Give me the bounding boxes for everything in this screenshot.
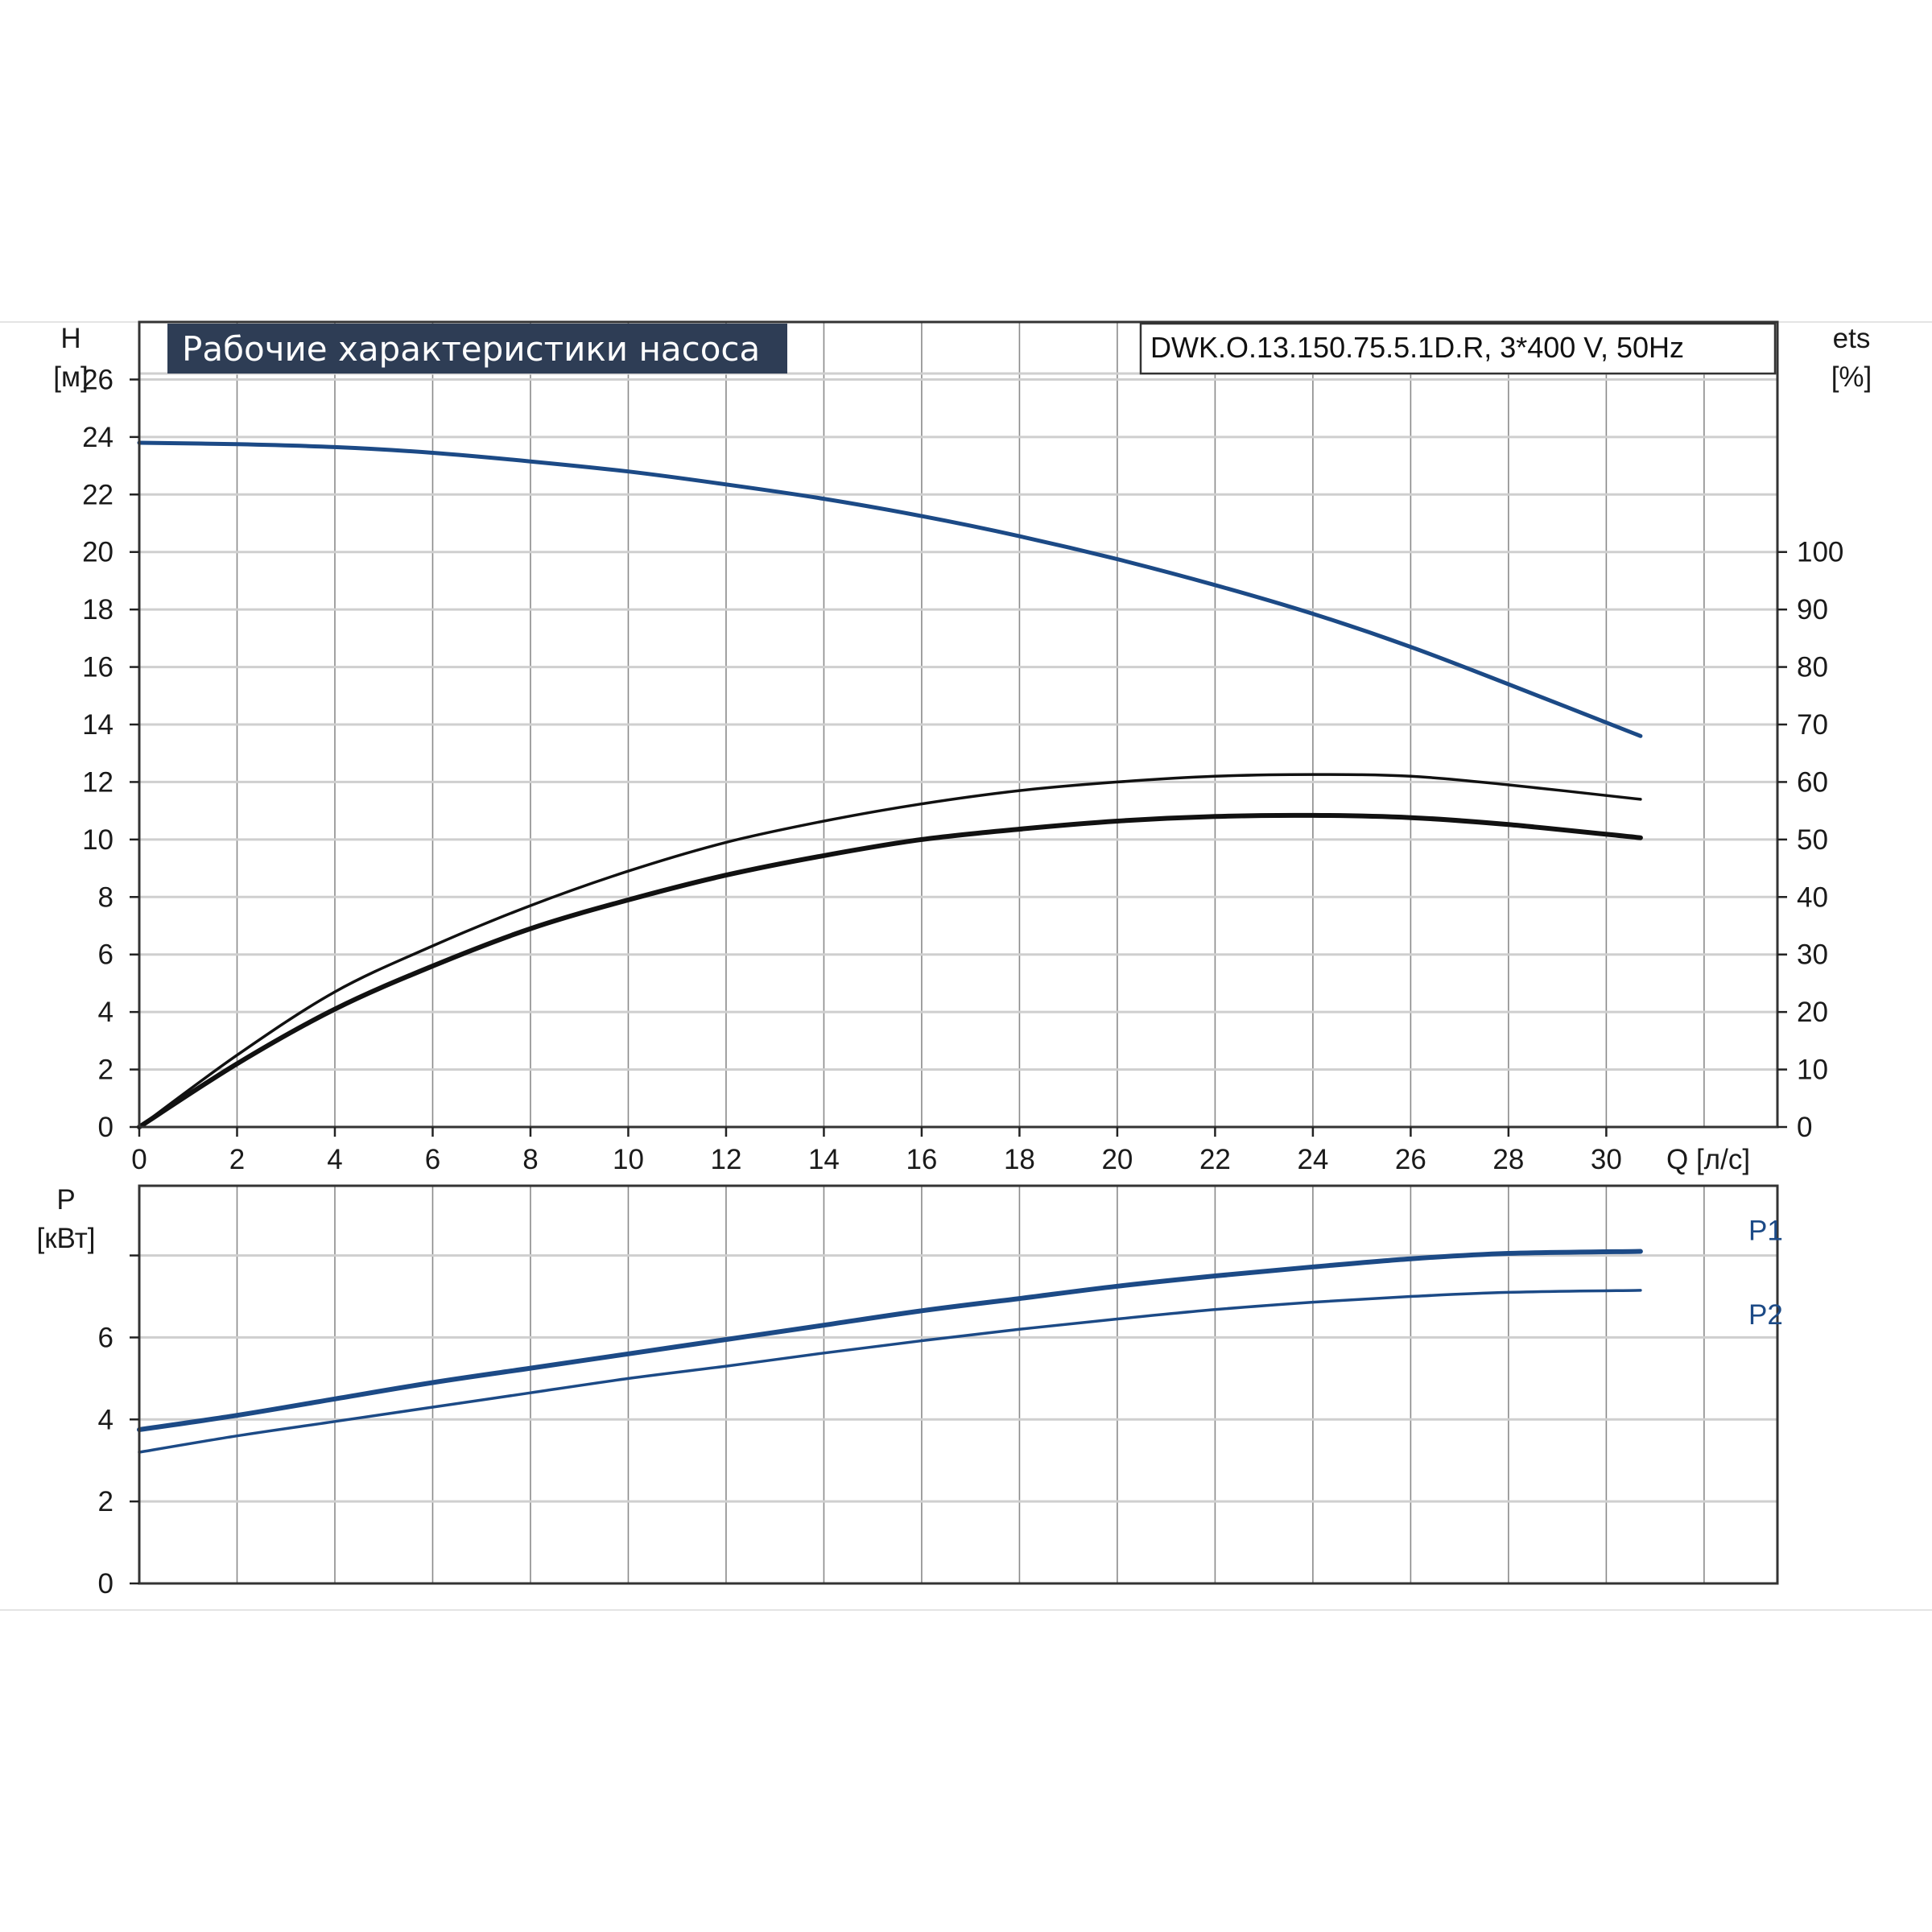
right-y-tick-label: 0 <box>1797 1112 1812 1143</box>
x-tick-label: 4 <box>327 1144 342 1175</box>
series-label-p1: P1 <box>1748 1215 1783 1246</box>
chart-title: Рабочие характеристики насоса <box>182 329 760 369</box>
lower-y-tick-label: 6 <box>98 1322 114 1353</box>
x-tick-label: 6 <box>425 1144 440 1175</box>
x-tick-label: 0 <box>131 1144 147 1175</box>
lower-y-axis-unit: [кВт] <box>37 1223 96 1254</box>
efficiency-curve-thick <box>137 812 1643 1129</box>
left-y-tick-label: 2 <box>98 1055 114 1086</box>
left-y-tick-label: 18 <box>82 594 114 625</box>
upper-grid <box>139 322 1777 1127</box>
left-y-tick-label: 10 <box>82 824 114 856</box>
x-tick-label: 30 <box>1591 1144 1622 1175</box>
model-label-box <box>1139 322 1777 375</box>
left-y-tick-label: 8 <box>98 881 114 913</box>
power-curve-p2 <box>138 1289 1642 1454</box>
x-tick-label: 20 <box>1101 1144 1133 1175</box>
lower-y-tick-label: 0 <box>98 1568 114 1600</box>
efficiency-curve-thin <box>138 773 1642 1129</box>
left-y-axis-unit: [м] <box>53 361 89 393</box>
x-tick-label: 8 <box>522 1144 538 1175</box>
x-tick-label: 10 <box>613 1144 644 1175</box>
lower-y-tick-label: 2 <box>98 1486 114 1517</box>
lower-plot-frame <box>138 1184 1779 1585</box>
left-y-axis-label: H <box>60 323 80 354</box>
x-tick-label: 18 <box>1004 1144 1035 1175</box>
x-tick-label: 12 <box>710 1144 741 1175</box>
x-axis-label: Q [л/с] <box>1666 1144 1750 1175</box>
right-y-tick-label: 40 <box>1797 881 1828 913</box>
left-y-tick-label: 12 <box>82 766 114 798</box>
right-y-tick-label: 60 <box>1797 766 1828 798</box>
x-tick-label: 24 <box>1297 1144 1328 1175</box>
upper-curves <box>137 440 1643 1129</box>
x-tick-label: 28 <box>1492 1144 1524 1175</box>
chart-title-background <box>167 324 787 374</box>
right-y-axis-unit: [%] <box>1831 361 1872 393</box>
left-y-tick-label: 26 <box>82 364 114 395</box>
left-y-tick-label: 22 <box>82 479 114 510</box>
axes-text: 0246810121416182022242601020304050607080… <box>37 323 1872 1600</box>
right-y-axis-label: ets <box>1833 323 1871 354</box>
right-y-tick-label: 50 <box>1797 824 1828 856</box>
x-tick-label: 26 <box>1395 1144 1426 1175</box>
lower-grid <box>139 1186 1777 1583</box>
lower-y-tick-label: 4 <box>98 1404 114 1435</box>
right-y-tick-label: 20 <box>1797 997 1828 1028</box>
left-y-tick-label: 0 <box>98 1112 114 1143</box>
left-y-tick-label: 20 <box>82 537 114 568</box>
right-y-tick-label: 10 <box>1797 1055 1828 1086</box>
x-tick-label: 16 <box>906 1144 937 1175</box>
lower-curves <box>137 1249 1643 1454</box>
x-tick-label: 14 <box>808 1144 840 1175</box>
left-y-tick-label: 16 <box>82 652 114 683</box>
x-tick-label: 2 <box>229 1144 245 1175</box>
x-tick-label: 22 <box>1199 1144 1231 1175</box>
power-curve-p1 <box>137 1249 1643 1432</box>
left-y-tick-label: 6 <box>98 939 114 971</box>
series-label-p2: P2 <box>1748 1299 1783 1331</box>
head-curve-H <box>137 440 1643 738</box>
left-y-tick-label: 24 <box>82 422 114 453</box>
left-y-tick-label: 4 <box>98 997 114 1028</box>
right-y-tick-label: 30 <box>1797 939 1828 971</box>
right-y-tick-label: 100 <box>1797 537 1843 568</box>
right-y-tick-label: 70 <box>1797 709 1828 741</box>
right-y-tick-label: 80 <box>1797 652 1828 683</box>
left-y-tick-label: 14 <box>82 709 114 741</box>
lower-y-axis-label: P <box>56 1184 75 1216</box>
right-y-tick-label: 90 <box>1797 594 1828 625</box>
model-label: DWK.O.13.150.75.5.1D.R, 3*400 V, 50Hz <box>1150 331 1684 364</box>
